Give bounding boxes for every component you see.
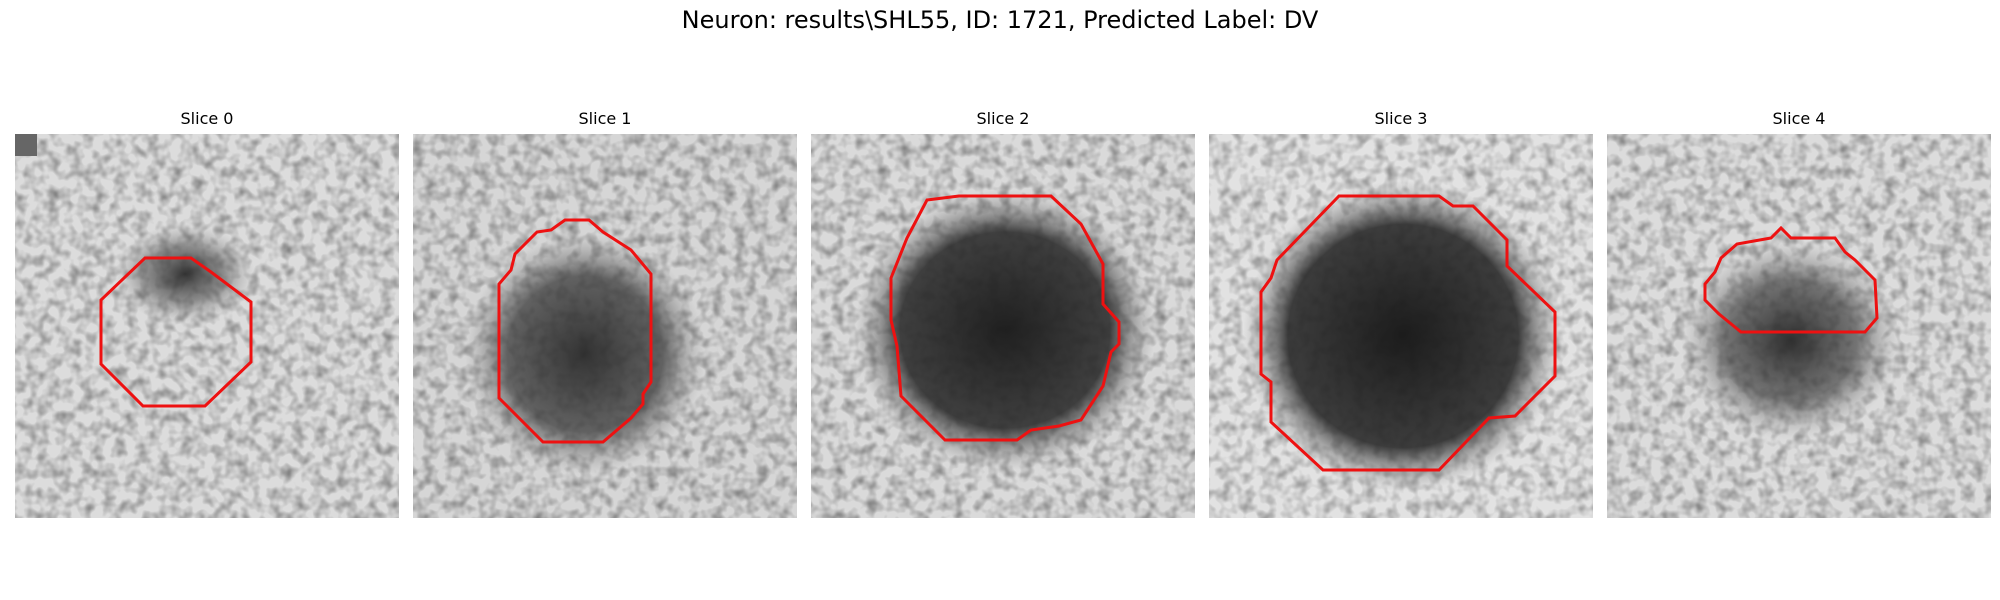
panel-title-slice-3: Slice 3	[1374, 109, 1428, 128]
slice-2-contour	[889, 194, 1121, 442]
panel-title-slice-4: Slice 4	[1772, 109, 1826, 128]
panel-title-slice-0: Slice 0	[180, 109, 234, 128]
slice-3-image	[1209, 134, 1593, 518]
slice-0-contour	[99, 256, 253, 408]
slice-1-contour	[497, 218, 653, 444]
slice-0-canvas	[15, 134, 399, 518]
panel-title-slice-1: Slice 1	[578, 109, 632, 128]
slice-2-image	[811, 134, 1195, 518]
slice-1-canvas	[413, 134, 797, 518]
slice-2-canvas	[811, 134, 1195, 518]
slice-1-image	[413, 134, 797, 518]
figure-title: Neuron: results\SHL55, ID: 1721, Predict…	[681, 6, 1319, 34]
slice-3-canvas	[1209, 134, 1593, 518]
slice-4-contour	[1703, 225, 1879, 334]
slice-4-image	[1607, 134, 1991, 518]
panel-title-slice-2: Slice 2	[976, 109, 1030, 128]
slice-3-contour	[1259, 194, 1557, 472]
slice-4-canvas	[1607, 134, 1991, 518]
slice-0-image	[15, 134, 399, 518]
